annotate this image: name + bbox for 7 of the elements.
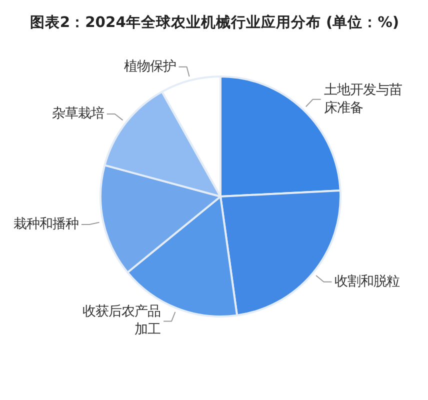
slice-label: 栽种和播种	[13, 216, 78, 232]
slice-label: 植物保护	[124, 59, 176, 74]
chart-title: 图表2：2024年全球农业机械行业应用分布 (单位：%)	[30, 13, 400, 31]
slice-label: 收获后农产品加工	[82, 304, 161, 338]
slice-label: 土地开发与苗床准备	[324, 82, 402, 116]
slice-label: 杂草栽培	[52, 106, 104, 122]
slice-label: 收割和脱粒	[334, 274, 400, 290]
